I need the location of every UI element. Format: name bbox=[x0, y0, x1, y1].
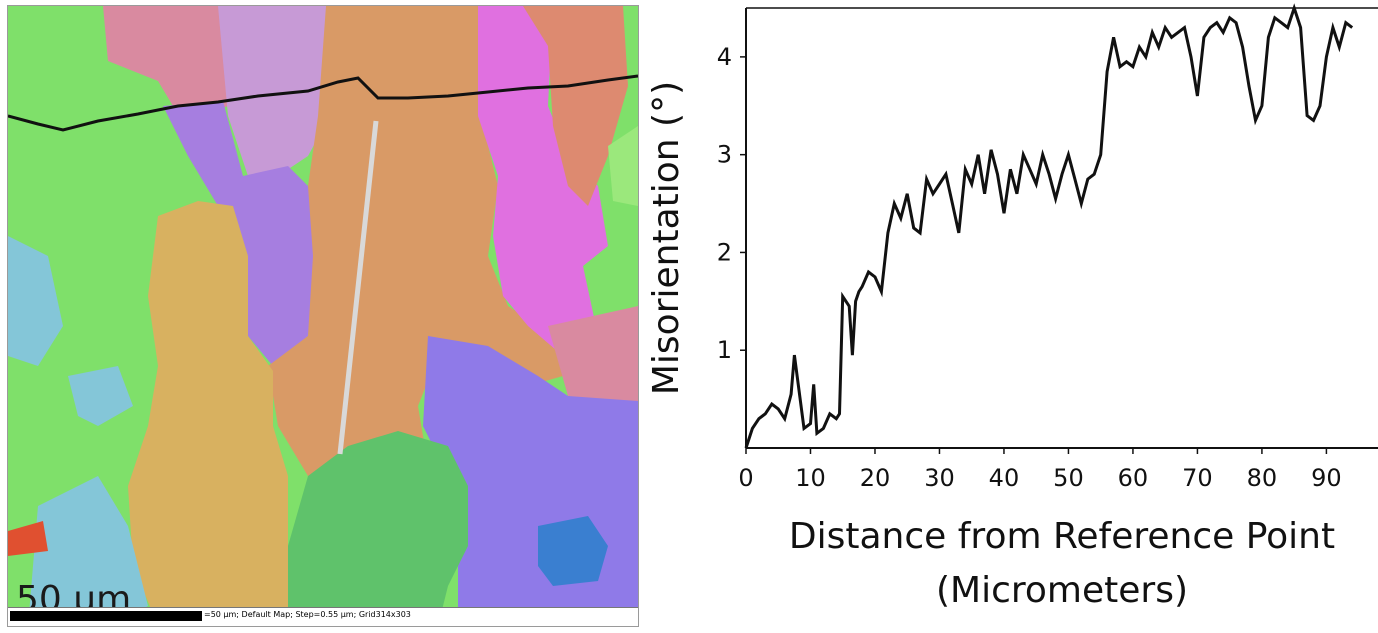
x-axis-label: Distance from Reference Point bbox=[789, 516, 1335, 557]
ticks: 0 10 20 30 40 50 60 70 80 90 1 2 3 4 bbox=[717, 43, 1342, 492]
x-tick-label: 90 bbox=[1311, 464, 1342, 492]
map-footer: =50 µm; Default Map; Step=0.55 µm; Grid3… bbox=[8, 607, 638, 626]
series-line-misorientation bbox=[744, 3, 1354, 449]
y-tick-label: 4 bbox=[717, 43, 732, 71]
x-axis-label-units: (Micrometers) bbox=[936, 570, 1188, 611]
misorientation-chart: 0 10 20 30 40 50 60 70 80 90 1 2 3 4 Misorientation (… bbox=[646, 3, 1378, 611]
grain-yellow bbox=[128, 201, 298, 626]
grain-light-green-right bbox=[608, 126, 638, 206]
x-tick-label: 40 bbox=[989, 464, 1020, 492]
x-tick-label: 30 bbox=[924, 464, 955, 492]
grain-salmon bbox=[523, 6, 628, 206]
grain-lavender bbox=[218, 6, 330, 176]
grain-pink-top bbox=[103, 6, 228, 116]
x-tick-label: 10 bbox=[795, 464, 826, 492]
plot-area bbox=[746, 8, 1378, 448]
map-footer-text: =50 µm; Default Map; Step=0.55 µm; Grid3… bbox=[204, 610, 411, 619]
measurement-line bbox=[337, 120, 379, 455]
grain-cyan-mid bbox=[68, 366, 133, 426]
y-tick-label: 1 bbox=[717, 336, 732, 364]
grain-magenta bbox=[478, 6, 608, 356]
crack-line bbox=[8, 74, 638, 132]
y-tick-label: 3 bbox=[717, 141, 732, 169]
grain-cyan-bottom bbox=[28, 476, 148, 626]
y-axis-label: Misorientation (°) bbox=[646, 81, 687, 395]
x-tick-label: 70 bbox=[1182, 464, 1213, 492]
x-tick-label: 80 bbox=[1247, 464, 1278, 492]
grain-pink-right bbox=[548, 306, 638, 406]
x-tick-label: 20 bbox=[860, 464, 891, 492]
axes bbox=[745, 7, 1378, 449]
scale-bar bbox=[10, 611, 202, 621]
x-tick-label: 50 bbox=[1053, 464, 1084, 492]
grain-red bbox=[8, 521, 48, 556]
ebsd-orientation-map: 50 µm =50 µm; Default Map; Step=0.55 µm;… bbox=[7, 5, 639, 627]
x-tick-label: 60 bbox=[1118, 464, 1149, 492]
y-tick-label: 2 bbox=[717, 238, 732, 266]
grain-dark-green bbox=[288, 431, 468, 626]
grain-cyan-left bbox=[8, 236, 63, 366]
grain-blue bbox=[538, 516, 608, 586]
x-tick-label: 0 bbox=[738, 464, 753, 492]
orientation-map-image bbox=[8, 6, 638, 626]
